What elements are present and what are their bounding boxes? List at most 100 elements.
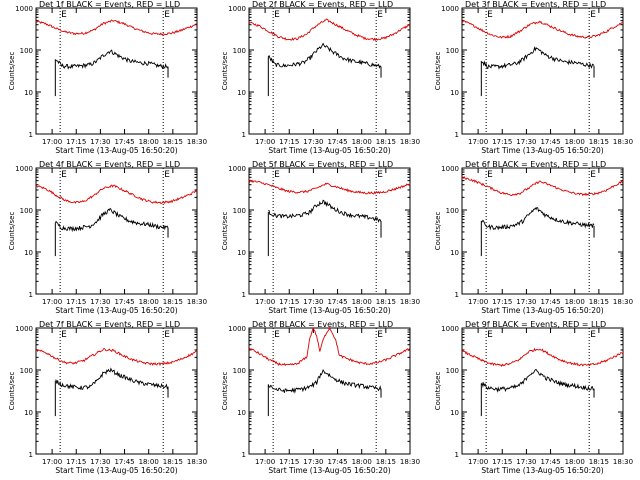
y-tick-label: 1 [242,131,246,139]
x-tick-label: 17:45 [540,138,560,146]
e-marker: E [590,330,596,340]
chart-title: Det 6f BLACK = Events, RED = LLD [465,160,606,169]
x-tick-label: 17:15 [492,458,512,466]
events-series-line [267,369,382,394]
plot-frame [35,167,198,295]
x-tick-label: 17:15 [492,298,512,306]
x-tick-label: 17:45 [114,298,134,306]
x-tick-label: 18:15 [163,298,183,306]
chart-panel: Det 3f BLACK = Events, RED = LLD 1 10 100 10… [434,0,633,155]
chart-title: Det 8f BLACK = Events, RED = LLD [252,320,393,329]
y-tick-label: 100 [20,367,33,375]
x-tick-label: 17:30 [90,458,110,466]
x-tick-label: 18:30 [400,458,420,466]
chart-panel: Det 7f BLACK = Events, RED = LLD 1 10 100 10… [8,320,207,475]
e-marker: E [377,10,383,20]
x-tick-label: 18:30 [613,298,633,306]
chart-panel: Det 4f BLACK = Events, RED = LLD 1 10 100 10… [8,160,207,315]
events-series-line [481,206,595,231]
x-axis-label: Start Time (13-Aug-05 16:50:20) [481,146,603,155]
x-tick-label: 17:45 [540,458,560,466]
x-tick-label: 17:30 [516,138,536,146]
x-tick-label: 18:30 [400,138,420,146]
e-marker: E [164,10,170,20]
lld-series-line [36,348,198,367]
x-tick-label: 17:15 [279,458,299,466]
e-marker: E [377,330,383,340]
plot-frame [248,167,411,295]
x-tick-label: 18:00 [139,298,159,306]
events-series-line [55,49,169,70]
y-tick-label: 100 [446,207,459,215]
x-axis-label: Start Time (13-Aug-05 16:50:20) [55,466,177,475]
e-marker: E [590,10,596,20]
x-tick-label: 18:30 [613,138,633,146]
e-marker: E [590,170,596,180]
y-tick-label: 1 [242,451,246,459]
lld-series-line [461,347,624,367]
e-marker: E [487,170,493,180]
x-tick-label: 18:15 [163,138,183,146]
x-tick-label: 18:30 [400,298,420,306]
y-tick-label: 100 [20,207,33,215]
lld-series-line [248,179,411,195]
x-tick-label: 17:15 [279,138,299,146]
y-tick-label: 10 [237,89,246,97]
x-tick-label: 18:00 [352,298,372,306]
x-tick-label: 17:30 [303,458,323,466]
events-series-line [480,368,595,393]
chart-title: Det 7f BLACK = Events, RED = LLD [39,320,180,329]
x-tick-label: 17:00 [255,138,275,146]
x-tick-label: 17:15 [66,138,86,146]
events-series-line [54,207,169,233]
x-tick-label: 17:15 [279,298,299,306]
x-tick-label: 17:45 [540,298,560,306]
y-tick-label: 1 [29,451,33,459]
lld-series-line [35,19,198,36]
chart-panel: Det 9f BLACK = Events, RED = LLD 1 10 100 10… [434,320,633,475]
x-tick-label: 17:45 [114,138,134,146]
y-tick-label: 10 [450,89,459,97]
y-tick-label: 1000 [228,165,246,173]
y-tick-label: 1000 [441,165,459,173]
lld-series-line [248,18,411,42]
x-tick-label: 18:15 [376,298,396,306]
chart-title: Det 4f BLACK = Events, RED = LLD [39,160,180,169]
y-tick-label: 100 [233,207,246,215]
y-tick-label: 1 [455,451,459,459]
x-tick-label: 17:30 [303,138,323,146]
x-axis-label: Start Time (13-Aug-05 16:50:20) [268,466,390,475]
e-marker: E [164,170,170,180]
x-tick-label: 17:00 [42,458,62,466]
events-series-line [267,42,382,69]
x-axis-label: Start Time (13-Aug-05 16:50:20) [268,146,390,155]
x-tick-label: 18:15 [589,138,609,146]
lld-series-line [35,184,198,205]
x-axis-label: Start Time (13-Aug-05 16:50:20) [481,466,603,475]
chart-panel: Det 8f BLACK = Events, RED = LLD 1 10 100 10… [221,320,420,475]
y-tick-label: 1 [29,291,33,299]
x-tick-label: 17:00 [255,458,275,466]
y-tick-label: 10 [24,89,33,97]
y-tick-label: 1000 [15,325,33,333]
e-marker: E [274,170,280,180]
e-marker: E [487,10,493,20]
y-tick-label: 10 [237,409,246,417]
e-marker: E [61,170,67,180]
x-tick-label: 17:15 [66,298,86,306]
y-axis-label: Counts/sec [8,372,16,411]
x-tick-label: 18:15 [163,458,183,466]
lld-series-line [248,326,411,367]
x-tick-label: 17:00 [468,298,488,306]
x-tick-label: 17:45 [114,458,134,466]
x-tick-label: 18:00 [565,458,585,466]
x-tick-label: 17:00 [468,458,488,466]
y-axis-label: Counts/sec [434,52,442,91]
y-tick-label: 100 [446,367,459,375]
y-tick-label: 1 [29,131,33,139]
y-tick-label: 10 [237,249,246,257]
e-marker: E [274,10,280,20]
chart-title: Det 9f BLACK = Events, RED = LLD [465,320,606,329]
chart-title: Det 3f BLACK = Events, RED = LLD [465,0,606,9]
